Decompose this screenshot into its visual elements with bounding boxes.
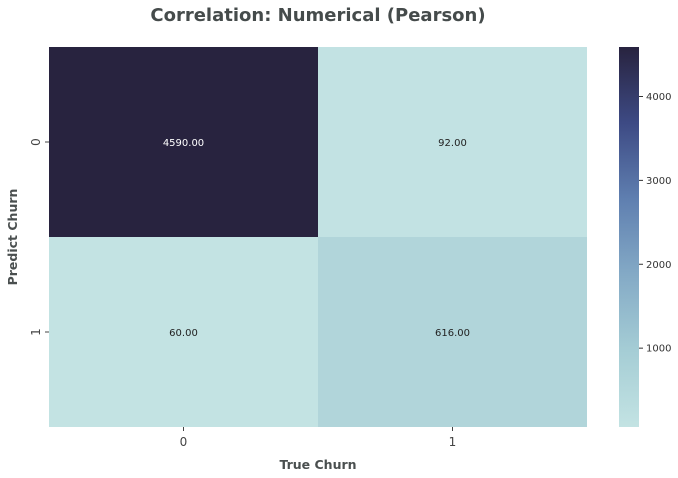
colorbar-tick-label: 4000	[646, 92, 671, 103]
cell-value-label: 4590.00	[163, 138, 204, 149]
cell-value-label: 616.00	[435, 328, 470, 339]
heatmap-cell	[49, 237, 318, 427]
cell-value-label: 92.00	[438, 138, 467, 149]
heatmap-cells: 4590.00 92.00 60.00 616.00	[49, 47, 587, 427]
y-axis-label: Predict Churn	[5, 189, 20, 286]
x-axis-label: True Churn	[279, 457, 356, 472]
colorbar-tick-label: 1000	[646, 344, 671, 355]
colorbar-tick-label: 3000	[646, 176, 671, 187]
heatmap-cell	[318, 237, 587, 427]
colorbar-ticks: 1000 2000 3000 4000	[639, 92, 671, 355]
colorbar	[619, 47, 639, 427]
x-tick-label: 0	[180, 435, 188, 449]
y-axis: 01	[29, 138, 49, 336]
cell-value-label: 60.00	[169, 328, 198, 339]
chart-title: Correlation: Numerical (Pearson)	[150, 5, 485, 26]
x-tick-label: 1	[449, 435, 457, 449]
colorbar-tick-label: 2000	[646, 260, 671, 271]
heatmap-cell	[318, 47, 587, 237]
y-tick-label: 0	[29, 138, 43, 146]
y-tick-label: 1	[29, 328, 43, 336]
heatmap-cell	[49, 47, 318, 237]
